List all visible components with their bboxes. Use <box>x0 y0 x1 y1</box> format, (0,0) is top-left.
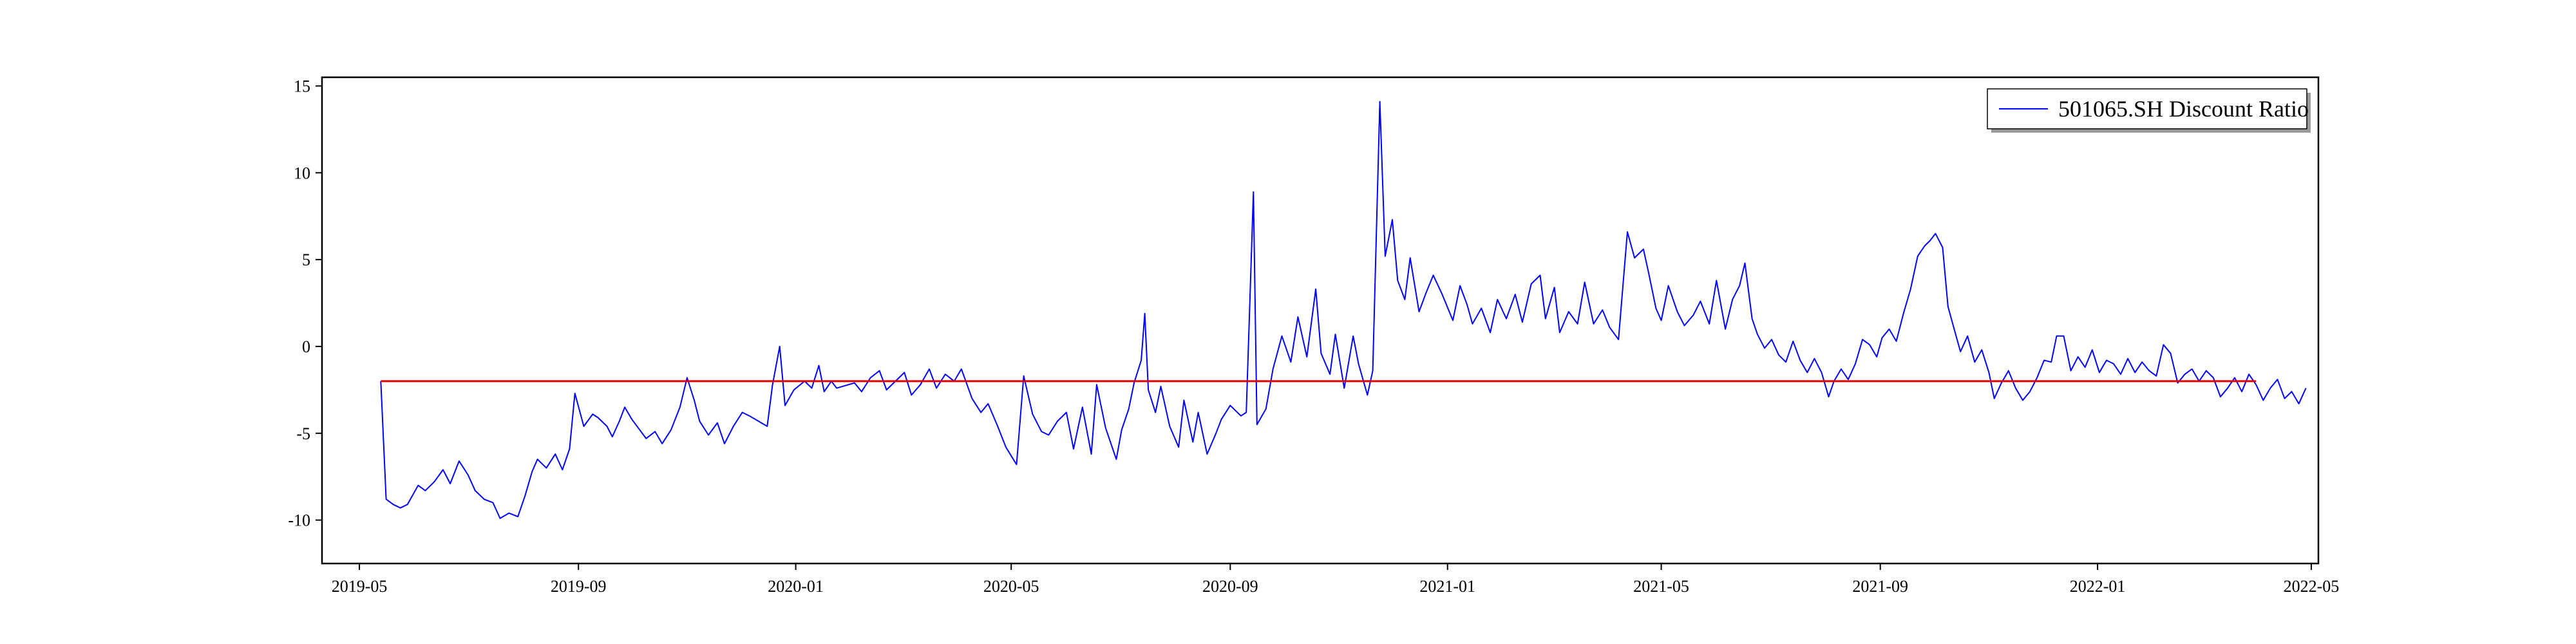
x-tick-label: 2019-05 <box>332 577 388 596</box>
y-tick-label: -5 <box>296 424 310 443</box>
plot-area <box>322 77 2318 564</box>
x-tick-label: 2020-05 <box>983 577 1039 596</box>
y-tick-label: 10 <box>294 164 310 182</box>
x-tick-label: 2021-05 <box>1633 577 1689 596</box>
x-tick-label: 2021-01 <box>1419 577 1475 596</box>
x-tick-label: 2021-09 <box>1852 577 1908 596</box>
x-tick-label: 2020-01 <box>768 577 824 596</box>
series-layer <box>380 100 2307 519</box>
x-tick-label: 2020-09 <box>1202 577 1258 596</box>
axes-layer: 2019-05 2019-09 2020-01 2020-05 2020-09 2021-… <box>288 77 2339 596</box>
legend-label: 501065.SH Discount Ratio <box>2058 96 2309 122</box>
plot-frame <box>321 76 2320 565</box>
y-tick-label: 5 <box>302 251 310 269</box>
legend: 501065.SH Discount Ratio <box>1987 88 2311 133</box>
x-tick-label: 2019-09 <box>551 577 607 596</box>
x-tick-label: 2022-01 <box>2070 577 2126 596</box>
y-tick-label: 0 <box>302 337 310 356</box>
x-tick-label: 2022-05 <box>2284 577 2340 596</box>
y-tick-label: 15 <box>294 77 310 95</box>
y-tick-label: -10 <box>288 511 310 530</box>
